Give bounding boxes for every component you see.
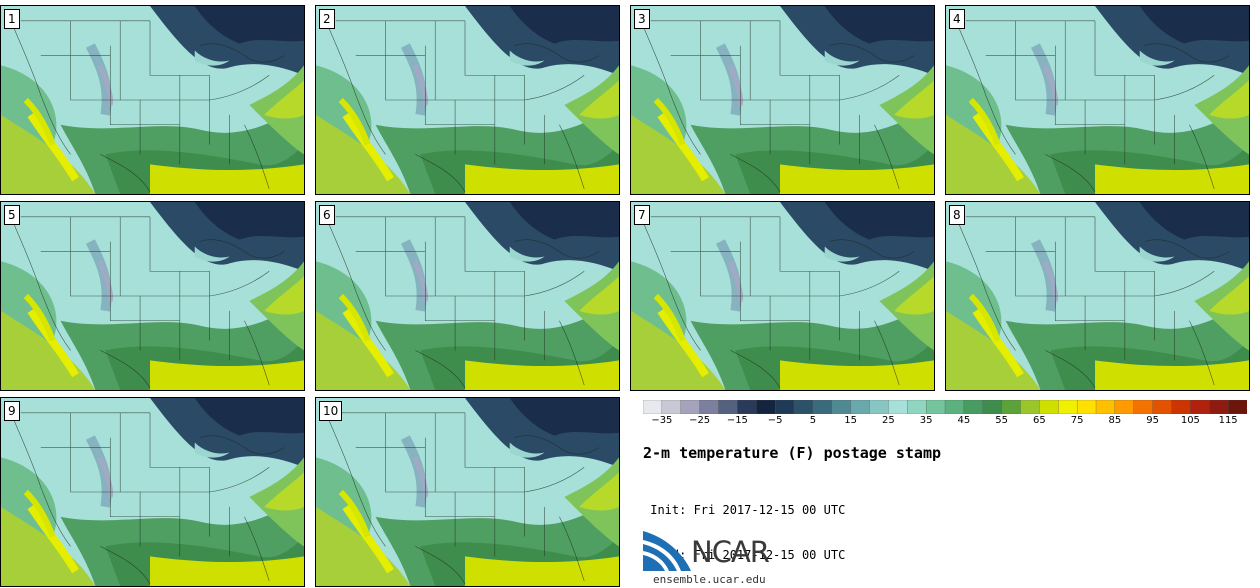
temperature-map: [316, 202, 619, 390]
temperature-map: [1, 6, 304, 194]
colorbar-tick-label: 45: [957, 415, 971, 426]
member-number-label: 7: [634, 205, 650, 225]
colorbar-tick-label: 25: [882, 415, 895, 426]
colorbar-swatch: [1076, 400, 1097, 414]
colorbar-swatch: [812, 400, 833, 414]
colorbar-swatch: [793, 400, 814, 414]
colorbar-swatch: [1227, 400, 1247, 414]
colorbar-swatch: [774, 400, 795, 414]
colorbar-swatch: [699, 400, 719, 414]
colorbar-tick-label: 115: [1218, 415, 1238, 426]
member-number-label: 3: [634, 9, 650, 29]
colorbar-swatch: [1039, 400, 1059, 414]
colorbar-swatch: [1020, 400, 1040, 414]
temperature-map: [1, 202, 304, 390]
colorbar-swatch: [1058, 400, 1078, 414]
temperature-map: [316, 398, 619, 586]
colorbar-tick-label: 75: [1070, 415, 1084, 426]
ensemble-member-map: 7: [630, 201, 935, 391]
ensemble-member-map: 4: [945, 5, 1250, 195]
colorbar-tick-label: 85: [1108, 415, 1122, 426]
colorbar-swatch: [944, 400, 965, 414]
colorbar-swatch: [1114, 400, 1135, 414]
colorbar-swatch: [869, 400, 889, 414]
colorbar-swatch: [737, 400, 757, 414]
ncar-logo-text: NCAR: [691, 535, 770, 569]
colorbar: [643, 400, 1247, 414]
colorbar-tick-label: −25: [689, 415, 711, 426]
ensemble-member-map: 3: [630, 5, 935, 195]
colorbar-swatch: [1133, 400, 1153, 414]
colorbar-swatch: [907, 400, 927, 414]
colorbar-swatch: [850, 400, 870, 414]
colorbar-swatch: [925, 400, 946, 414]
colorbar-swatch: [831, 400, 851, 414]
member-number-label: 9: [4, 401, 20, 421]
colorbar-swatch: [1171, 400, 1191, 414]
colorbar-swatch: [963, 400, 984, 414]
ensemble-member-map: 9: [0, 397, 305, 587]
ncar-swoosh-icon: [643, 531, 691, 571]
ensemble-member-map: 8: [945, 201, 1250, 391]
colorbar-tick-label: 5: [809, 415, 817, 426]
colorbar-ticks: −35 −25 −15 −5 5 15 25 35 45 55 65 75 85 95 105 115: [630, 415, 1250, 429]
colorbar-tick-label: 95: [1146, 415, 1159, 426]
colorbar-swatch: [643, 400, 663, 414]
ensemble-member-map: 6: [315, 201, 620, 391]
colorbar-tick-label: 15: [844, 415, 857, 426]
member-number-label: 1: [4, 9, 20, 29]
colorbar-swatch: [680, 400, 700, 414]
member-number-label: 4: [949, 9, 965, 29]
colorbar-tick-label: 35: [919, 415, 933, 426]
member-number-label: 6: [319, 205, 335, 225]
colorbar-swatch: [888, 400, 908, 414]
figure-title: 2-m temperature (F) postage stamp: [643, 444, 942, 462]
member-number-label: 8: [949, 205, 965, 225]
temperature-map: [946, 202, 1249, 390]
colorbar-tick-label: −15: [726, 415, 748, 426]
colorbar-swatch: [1152, 400, 1172, 414]
colorbar-swatch: [1095, 400, 1116, 414]
colorbar-tick-label: −35: [651, 415, 673, 426]
colorbar-tick-label: −5: [767, 415, 783, 426]
ensemble-member-map: 2: [315, 5, 620, 195]
colorbar-swatch: [718, 400, 738, 414]
colorbar-swatch: [982, 400, 1002, 414]
member-number-label: 10: [319, 401, 343, 421]
init-time: Init: Fri 2017-12-15 00 UTC: [643, 503, 846, 517]
colorbar-swatch: [1209, 400, 1229, 414]
ensemble-member-map: 10: [315, 397, 620, 587]
ensemble-member-map: 5: [0, 201, 305, 391]
temperature-map: [316, 6, 619, 194]
temperature-map: [631, 6, 934, 194]
colorbar-swatch: [661, 400, 682, 414]
ensemble-member-map: 1: [0, 5, 305, 195]
colorbar-swatch: [1001, 400, 1021, 414]
website-link[interactable]: ensemble.ucar.edu: [653, 573, 766, 586]
colorbar-swatch: [756, 400, 776, 414]
member-number-label: 2: [319, 9, 335, 29]
member-number-label: 5: [4, 205, 20, 225]
temperature-map: [946, 6, 1249, 194]
colorbar-swatch: [1190, 400, 1210, 414]
ncar-logo: NCAR: [643, 531, 803, 575]
legend-panel: −35 −25 −15 −5 5 15 25 35 45 55 65 75 85 95 105 115 2-m…: [630, 397, 1250, 586]
temperature-map: [631, 202, 934, 390]
colorbar-tick-label: 55: [995, 415, 1008, 426]
temperature-map: [1, 398, 304, 586]
colorbar-tick-label: 105: [1180, 415, 1200, 426]
colorbar-tick-label: 65: [1033, 415, 1046, 426]
